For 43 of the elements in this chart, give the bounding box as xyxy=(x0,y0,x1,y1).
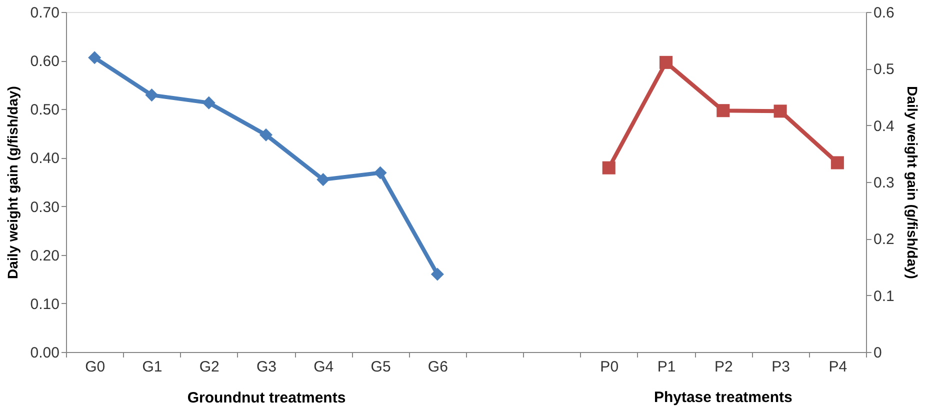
y-tick-label: 0.00 xyxy=(30,344,60,362)
point xyxy=(316,173,330,186)
x-tick-label: P3 xyxy=(772,358,790,376)
x-tick-label: G5 xyxy=(370,358,391,376)
x-tick-label: G2 xyxy=(199,358,220,376)
point xyxy=(659,56,673,69)
point xyxy=(830,156,844,170)
y-tick-label: 0.30 xyxy=(30,198,60,216)
x-axis-title: Groundnut treatments xyxy=(187,390,346,406)
x-tick-label: G0 xyxy=(85,358,106,376)
y-tick-label: 0.10 xyxy=(30,296,60,313)
y2-tick-label: 0.6 xyxy=(874,4,894,22)
x-tick-label: G1 xyxy=(142,358,162,376)
x-tick-label: P0 xyxy=(600,358,619,376)
y-tick-label: 0.40 xyxy=(30,150,60,168)
y-tick-label: 0.20 xyxy=(30,247,60,264)
point xyxy=(259,128,273,142)
point xyxy=(774,104,787,118)
y-axis-title: Daily weight gain (g/fish/day) xyxy=(4,86,20,279)
y2-tick-label: 0.4 xyxy=(874,118,894,135)
point xyxy=(716,104,730,118)
x-tick-label: P1 xyxy=(657,358,676,376)
text: Phytase treatments xyxy=(654,389,792,406)
y2-tick-label: 0 xyxy=(874,344,882,362)
x-tick-label: P2 xyxy=(714,358,733,376)
y-tick-label: 0.70 xyxy=(30,4,60,22)
point xyxy=(202,96,216,110)
y2-tick-label: 0.3 xyxy=(874,174,894,192)
point xyxy=(602,161,616,174)
point xyxy=(145,88,158,102)
y-tick-label: 0.50 xyxy=(30,102,60,119)
point xyxy=(430,268,444,281)
x-tick-label: P4 xyxy=(828,358,848,376)
x-tick-label: G3 xyxy=(256,358,277,376)
y2-tick-label: 0.1 xyxy=(874,288,894,305)
point xyxy=(374,166,387,180)
point xyxy=(88,51,102,64)
y2-tick-label: 0.2 xyxy=(874,231,894,248)
x-tick-label: G6 xyxy=(428,358,448,376)
y-tick-label: 0.60 xyxy=(30,53,60,70)
y2-tick-label: 0.5 xyxy=(874,61,894,78)
x-tick-label: G4 xyxy=(314,358,334,376)
y2-axis-title: Daily weight gain (g/fish/day) xyxy=(904,86,920,279)
